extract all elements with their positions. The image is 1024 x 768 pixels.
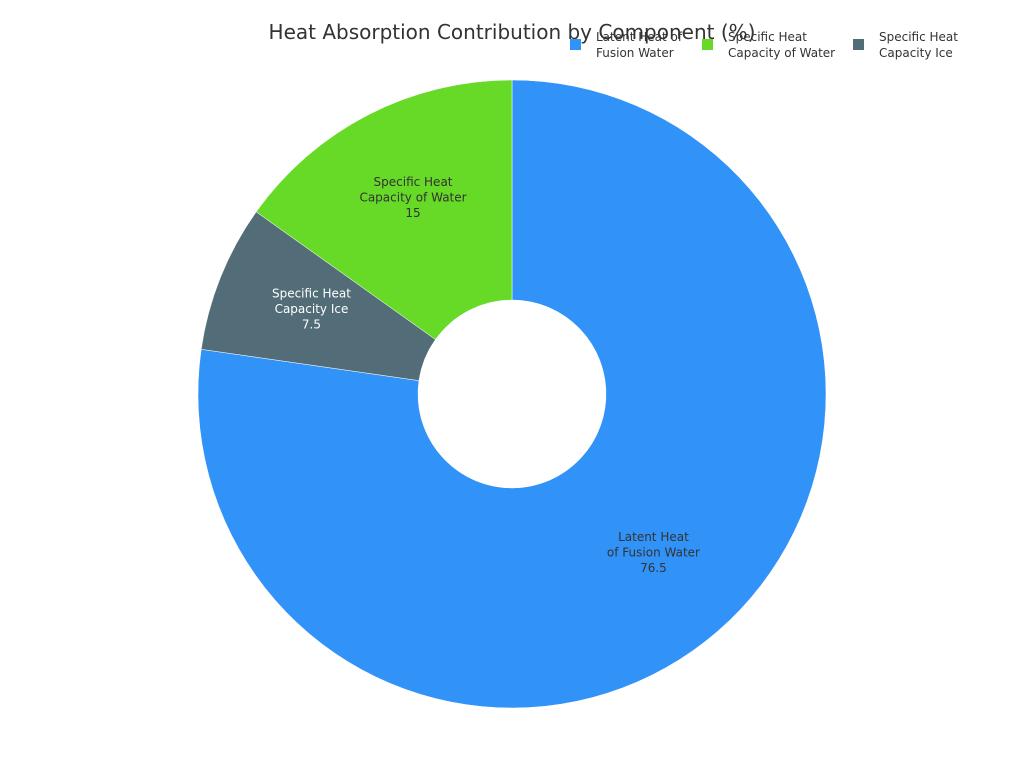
legend-swatch (853, 39, 864, 50)
legend-swatch (570, 39, 581, 50)
legend-swatch (702, 39, 713, 50)
legend-label: Latent Heat of Fusion Water (596, 30, 683, 60)
pie-slice[interactable] (200, 211, 436, 381)
legend-label: Specific Heat Capacity of Water (728, 30, 836, 60)
pie-slice[interactable] (197, 79, 827, 709)
slice-label: Latent Heat of Fusion Water 76.5 (607, 530, 700, 575)
slice-label: Specific Heat Capacity of Water 15 (359, 175, 466, 220)
slice-label: Specific Heat Capacity Ice 7.5 (272, 287, 351, 332)
chart-title: Heat Absorption Contribution by Componen… (268, 20, 756, 44)
legend-label: Specific Heat Capacity Ice (879, 30, 958, 60)
pie-slice[interactable] (255, 79, 513, 340)
